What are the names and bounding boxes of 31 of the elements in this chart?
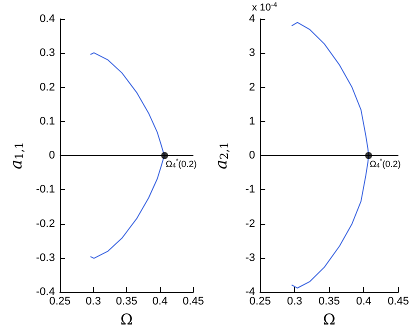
y-axis-title: a2,1: [212, 142, 232, 170]
x-tick-label: 0.3: [86, 296, 101, 308]
y-tick-label: 0.2: [40, 81, 55, 94]
y-tick-label: -4: [245, 286, 256, 298]
x-tick-label: 0.35: [116, 296, 138, 308]
x-tick-label: 0.4: [152, 296, 168, 308]
y-tick-label: -3: [245, 252, 256, 264]
y-tick-label: 4: [248, 13, 256, 25]
y-tick-label: 0.4: [40, 13, 55, 25]
x-tick-label: 0.35: [318, 296, 340, 308]
x-tick-label: 0.3: [287, 296, 302, 308]
x-tick-label: 0.45: [388, 296, 410, 308]
y-tick-label: -1: [245, 184, 256, 196]
y-tick-label: -2: [245, 218, 256, 230]
x-tick-label: 0.45: [182, 296, 204, 308]
y-tick-label: 2: [248, 81, 256, 94]
x-axis-title: Ω: [120, 310, 133, 328]
y-tick-label: 0.1: [40, 115, 55, 128]
y-axis-title: a1,1: [6, 142, 26, 170]
y-tick-label: 0: [248, 150, 256, 162]
y-tick-label: 0.3: [40, 47, 55, 60]
y-tick-label: -0.2: [36, 218, 55, 230]
y-tick-label: 0: [48, 150, 55, 162]
y-tick-label: -0.3: [36, 252, 55, 264]
x-tick-label: 0.4: [356, 296, 372, 308]
y-tick-label: -0.1: [36, 184, 55, 196]
x-axis-title: Ω: [322, 310, 336, 328]
x-tick-label: 0.25: [49, 296, 71, 308]
y-tick-label: 1: [248, 115, 256, 128]
y-tick-label: 3: [248, 47, 256, 60]
x-tick-label: 0.25: [249, 296, 271, 308]
